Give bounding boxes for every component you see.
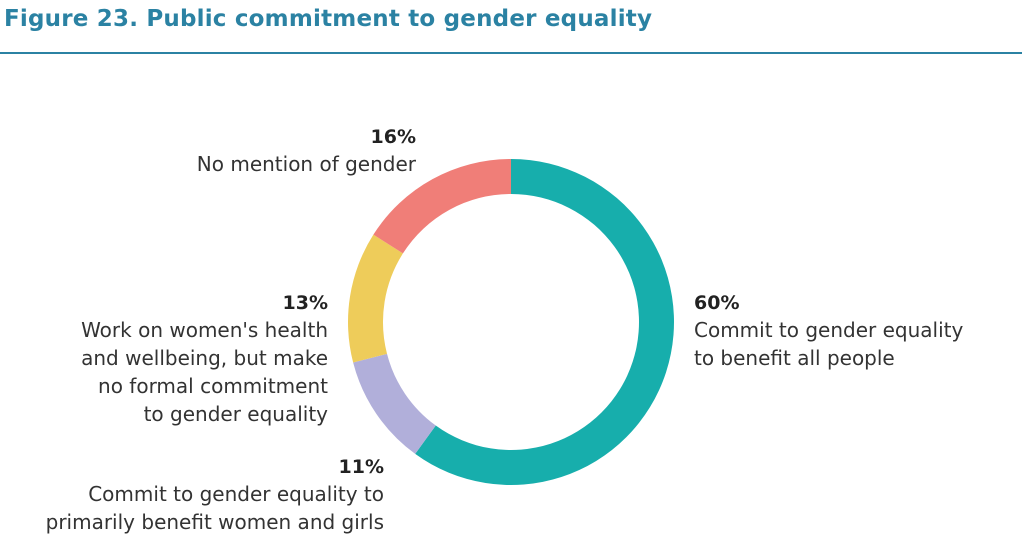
callout-commit-all-people: 60% Commit to gender equality to benefit…	[694, 290, 963, 372]
title-divider	[0, 52, 1022, 54]
slice-label-line: no formal commitment	[98, 374, 328, 398]
callout-womens-health-no-commitment: 13% Work on women's health and wellbeing…	[81, 290, 328, 428]
figure-title: Figure 23. Public commitment to gender e…	[4, 6, 653, 32]
donut-slice-3	[373, 159, 511, 254]
callout-primarily-women-and-girls: 11% Commit to gender equality to primari…	[46, 454, 384, 536]
callout-no-mention-of-gender: 16% No mention of gender	[197, 124, 416, 178]
slice-label-line: primarily benefit women and girls	[45, 510, 384, 534]
slice-label-line: No mention of gender	[196, 152, 416, 176]
slice-pct-label: 16%	[370, 126, 416, 148]
slice-label-line: Work on women's health	[81, 318, 328, 342]
donut-slice-1	[353, 353, 436, 454]
slice-label-line: Commit to gender equality to	[88, 482, 384, 506]
slice-pct-label: 13%	[282, 292, 328, 314]
slice-pct-label: 11%	[338, 456, 384, 478]
slice-pct-label: 60%	[694, 292, 740, 314]
slice-label-line: Commit to gender equality	[694, 318, 964, 342]
donut-slice-2	[348, 234, 403, 363]
slice-label-line: to gender equality	[143, 402, 328, 426]
donut-slice-0	[415, 159, 674, 485]
slice-label-line: and wellbeing, but make	[81, 346, 328, 370]
slice-label-line: to benefit all people	[694, 346, 895, 370]
